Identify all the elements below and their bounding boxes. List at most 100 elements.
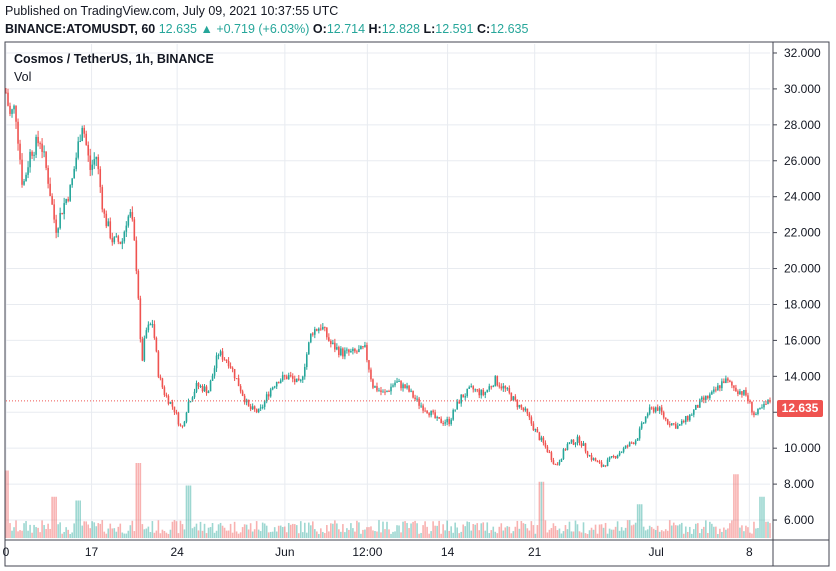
- volume-bar: [442, 524, 444, 538]
- candle-body: [364, 345, 366, 348]
- volume-bar: [360, 533, 362, 538]
- volume-bar: [275, 531, 278, 538]
- volume-bar: [153, 532, 156, 538]
- candle-body: [400, 381, 402, 389]
- volume-bar: [693, 529, 695, 538]
- volume-bar: [362, 529, 364, 538]
- volume-bar: [578, 531, 581, 538]
- candle-body: [699, 399, 701, 408]
- candle-body: [239, 386, 242, 392]
- candle-body: [53, 204, 55, 220]
- candle-body: [13, 105, 15, 110]
- candle-body: [468, 387, 471, 389]
- volume-bar: [273, 527, 276, 538]
- candle-body: [77, 141, 79, 158]
- candle-body: [251, 406, 254, 410]
- candle-body: [484, 392, 487, 395]
- volume-bar: [19, 530, 21, 538]
- candle-body: [125, 225, 128, 232]
- candle-body: [492, 386, 495, 388]
- candle-body: [522, 407, 525, 411]
- candle-body: [95, 157, 98, 160]
- candle-body: [159, 376, 162, 379]
- candle-body: [259, 407, 262, 409]
- volume-bar: [251, 531, 254, 538]
- volume-bar: [680, 522, 683, 538]
- volume-bar: [332, 523, 334, 538]
- candle-body: [93, 159, 96, 165]
- candle-body: [85, 133, 88, 145]
- candle-body: [374, 386, 376, 388]
- candle-body: [291, 376, 294, 379]
- volume-bar: [426, 526, 428, 538]
- candle-body: [215, 355, 218, 369]
- candle-body: [253, 406, 256, 410]
- y-tick-label: 20.000: [784, 262, 821, 276]
- x-tick-label: 12:00: [352, 545, 382, 559]
- volume-bar: [277, 525, 280, 538]
- volume-bar: [267, 532, 270, 538]
- volume-bar: [638, 504, 641, 538]
- volume-bar: [203, 523, 206, 538]
- candle-body: [131, 212, 134, 220]
- volume-bar: [713, 526, 715, 538]
- volume-bar: [518, 528, 521, 538]
- volume-bar: [37, 527, 39, 538]
- candle-body: [324, 326, 326, 328]
- volume-bar: [99, 523, 102, 538]
- candle-body: [514, 396, 517, 400]
- volume-bar: [157, 520, 160, 538]
- candle-body: [426, 410, 428, 414]
- price-axis[interactable]: 6.0008.00010.00012.00014.00016.00018.000…: [773, 46, 821, 527]
- volume-bar: [458, 533, 460, 538]
- volume-bar: [660, 530, 663, 538]
- candle-body: [672, 423, 675, 425]
- volume-bar: [183, 529, 186, 538]
- candle-body: [301, 376, 304, 380]
- volume-bar: [143, 529, 146, 538]
- candle-body: [727, 378, 729, 381]
- volume-bar: [41, 520, 43, 538]
- candle-body: [576, 436, 579, 443]
- volume-bar: [737, 474, 739, 538]
- volume-bar: [486, 522, 489, 538]
- volume-bar: [21, 530, 23, 538]
- volume-bar: [536, 525, 539, 538]
- volume-bar: [540, 481, 543, 538]
- volume-bar: [735, 474, 737, 538]
- volume-bar: [281, 526, 284, 538]
- volume-bar: [396, 525, 398, 538]
- candle-body: [646, 413, 649, 417]
- volume-bar: [352, 528, 354, 538]
- candle-body: [562, 449, 565, 459]
- volume-bar: [755, 528, 757, 538]
- candle-body: [396, 381, 398, 383]
- candle-body: [27, 167, 29, 175]
- candle-body: [420, 405, 422, 407]
- candle-body: [755, 414, 757, 416]
- grid-lines: [5, 44, 770, 538]
- volume-bar: [187, 485, 190, 538]
- candle-body: [709, 394, 711, 399]
- candle-body: [316, 329, 318, 331]
- volume-bar: [400, 532, 402, 538]
- candle-body: [263, 400, 266, 407]
- volume-bar: [558, 528, 561, 538]
- volume-bar: [562, 531, 565, 538]
- volume-bar: [642, 526, 645, 538]
- candle-body: [5, 92, 7, 94]
- volume-bar: [404, 521, 406, 538]
- volume-bar: [13, 527, 15, 538]
- candle-body: [59, 213, 61, 229]
- candle-body: [265, 394, 268, 401]
- candle-body: [37, 136, 39, 144]
- candle-body: [386, 391, 388, 393]
- candle-body: [336, 347, 338, 350]
- volume-bar: [221, 525, 224, 538]
- time-axis[interactable]: 0 17 24 Jun 12:00 14 21 Jul 8: [3, 545, 753, 559]
- volume-bar: [245, 524, 248, 538]
- candle-body: [684, 416, 687, 423]
- volume-bar: [741, 525, 743, 538]
- volume-bar: [55, 496, 57, 538]
